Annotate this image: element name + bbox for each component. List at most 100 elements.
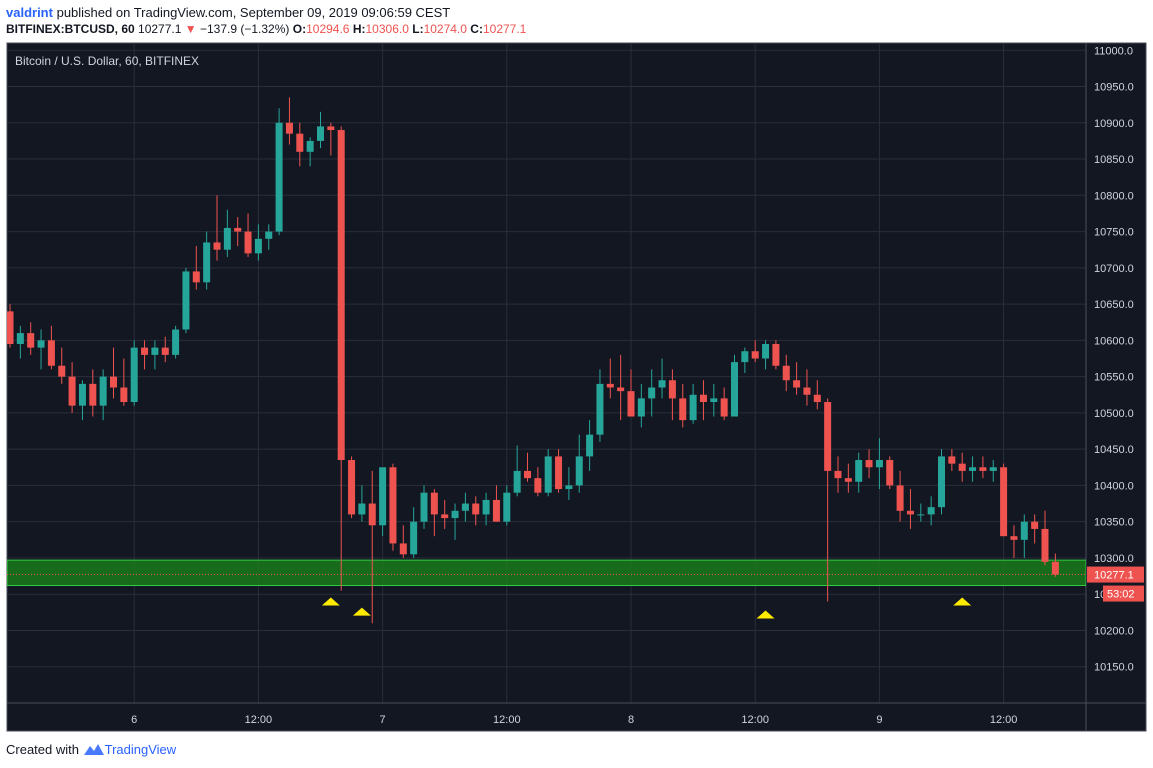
- candle-body: [875, 460, 883, 468]
- marker-triangle: [953, 597, 972, 606]
- tradingview-brand-link[interactable]: TradingView: [104, 742, 177, 757]
- candle-body: [358, 503, 366, 515]
- candle-body: [99, 376, 107, 406]
- candle-body: [886, 460, 894, 486]
- candle-body: [7, 311, 14, 344]
- candle-body: [213, 242, 221, 250]
- candle-body: [762, 343, 770, 359]
- candle-body: [1051, 561, 1059, 575]
- candle-body: [751, 351, 759, 359]
- high-label: H:: [352, 22, 366, 36]
- candle-body: [441, 514, 449, 519]
- candle-body: [906, 510, 914, 515]
- y-tick-label: 10900.0: [1094, 118, 1134, 130]
- author-link[interactable]: valdrint: [6, 5, 53, 20]
- publish-info: valdrint published on TradingView.com, S…: [6, 5, 450, 20]
- open-value: 10294.6: [306, 22, 350, 36]
- y-tick-label: 10800.0: [1094, 190, 1134, 202]
- x-tick-label: 12:00: [990, 714, 1018, 726]
- candle-body: [544, 456, 552, 493]
- marker-triangle: [756, 610, 775, 619]
- change-value: −137.9 (−1.32%): [200, 22, 290, 36]
- candle-body: [161, 347, 169, 355]
- candle-body: [834, 470, 842, 479]
- chart-frame: [6, 42, 1147, 732]
- candle-body: [337, 130, 345, 461]
- candle-body: [741, 351, 749, 363]
- candle-body: [637, 398, 645, 417]
- countdown-badge: [1103, 585, 1144, 602]
- candle-body: [813, 394, 821, 403]
- created-with-label: Created with: [6, 742, 79, 757]
- countdown-label: 53:02: [1107, 589, 1135, 601]
- candle-body: [689, 394, 697, 421]
- down-arrow-icon: ▼: [184, 22, 197, 36]
- marker-triangle: [321, 597, 340, 606]
- candle-body: [1010, 536, 1018, 540]
- candle-body: [989, 467, 997, 471]
- candle-body: [917, 514, 925, 516]
- candle-body: [389, 467, 397, 544]
- candle-body: [586, 434, 594, 457]
- candle-body: [182, 271, 190, 330]
- x-tick-label: 12:00: [245, 714, 273, 726]
- candle-body: [244, 231, 252, 254]
- close-label: C:: [470, 22, 483, 36]
- y-tick-label: 10500.0: [1094, 408, 1134, 420]
- chart-background: [7, 43, 1146, 731]
- x-tick-label: 7: [380, 714, 386, 726]
- candle-body: [120, 387, 128, 403]
- candle-body: [1000, 467, 1008, 537]
- candle-body: [275, 122, 283, 232]
- candle-body: [596, 383, 604, 435]
- candle-body: [855, 460, 863, 482]
- y-tick-label: 10600.0: [1094, 335, 1134, 347]
- candle-body: [824, 402, 832, 471]
- candle-body: [368, 503, 376, 526]
- candle-body: [451, 510, 459, 519]
- candle-body: [555, 456, 563, 490]
- x-tick-label: 8: [628, 714, 634, 726]
- candle-body: [648, 387, 656, 399]
- candle-body: [296, 133, 304, 152]
- x-tick-label: 12:00: [493, 714, 521, 726]
- y-tick-label: 10650.0: [1094, 299, 1134, 311]
- candle-body: [699, 394, 707, 403]
- candle-body: [492, 499, 500, 522]
- candle-body: [720, 398, 728, 417]
- candle-body: [772, 343, 780, 366]
- candle-body: [1020, 521, 1028, 540]
- close-value: 10277.1: [482, 22, 527, 36]
- x-tick-label: 6: [131, 714, 137, 726]
- y-tick-label: 10850.0: [1094, 154, 1134, 166]
- candle-body: [503, 492, 511, 522]
- candle-body: [513, 470, 521, 493]
- candle-body: [606, 383, 614, 388]
- candle-body: [803, 387, 811, 395]
- low-label: L:: [412, 22, 424, 36]
- published-text: published on TradingView.com, September …: [56, 5, 451, 20]
- candle-body: [979, 467, 987, 471]
- symbol-label: BITFINEX:BTCUSD, 60: [6, 22, 135, 36]
- candle-body: [203, 242, 211, 283]
- y-tick-label: 10200.0: [1094, 625, 1134, 637]
- candle-body: [782, 365, 790, 381]
- candle-body: [78, 383, 86, 406]
- candle-body: [68, 376, 76, 406]
- candle-body: [524, 470, 531, 479]
- candle-body: [172, 329, 180, 355]
- candle-body: [731, 362, 738, 417]
- candle-body: [16, 333, 24, 344]
- candle-body: [285, 122, 293, 134]
- candle-body: [37, 340, 45, 348]
- ohlc-strip: BITFINEX:BTCUSD, 60 10277.1 ▼ −137.9 (−1…: [6, 22, 526, 36]
- footer: Created with TradingView: [6, 742, 176, 757]
- candle-body: [710, 398, 718, 403]
- x-tick-label: 12:00: [741, 714, 769, 726]
- y-tick-label: 10950.0: [1094, 82, 1134, 94]
- candle-body: [793, 380, 801, 388]
- candle-body: [348, 460, 356, 515]
- candle-body: [130, 347, 138, 403]
- y-tick-label: 10450.0: [1094, 444, 1134, 456]
